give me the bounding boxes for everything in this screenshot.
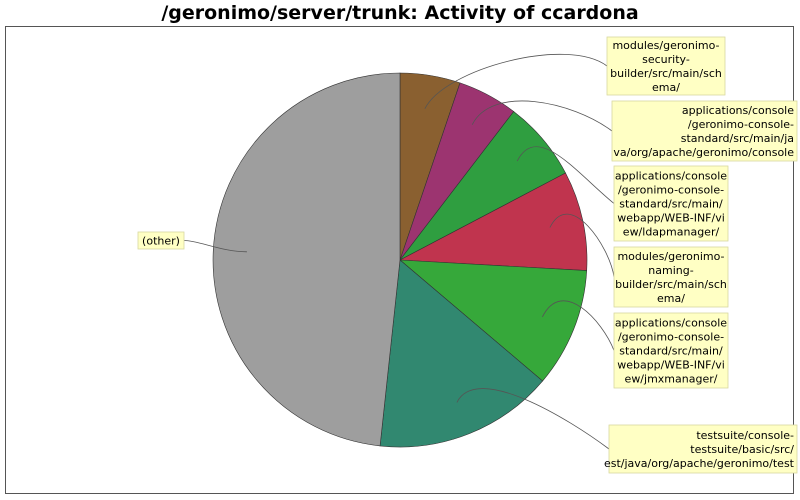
slice-label-line: /geronimo-console- [618,331,724,344]
leader-line-1 [424,53,608,109]
slice-label-line: modules/geronimo- [617,250,724,263]
slice-label-line: (other) [142,235,180,248]
slice-label-line: va/org/apache/geronimo/console [613,146,794,159]
leader-line-4 [549,213,615,278]
slice-label-7: (other) [137,231,185,250]
leader-line-7 [183,240,247,253]
slice-label-line: ew/jmxmanager/ [625,373,718,386]
slice-label-line: testsuite/basic/src/ [690,443,794,456]
slice-label-5: applications/console/geronimo-console-st… [613,312,729,389]
slice-label-line: ema/ [652,81,680,94]
slice-label-3: applications/console/geronimo-console-st… [613,165,729,242]
slice-label-line: naming- [648,264,693,277]
slice-label-line: applications/console [615,170,727,183]
plot-frame [5,26,794,494]
slice-label-line: modules/geronimo- [612,39,719,52]
leader-line-2 [471,100,613,132]
slice-label-1: modules/geronimo-security-builder/src/ma… [606,36,726,96]
slice-label-line: builder/src/main/sch [615,278,727,291]
slice-label-line: testsuite/console- [696,429,794,442]
leader-line-5 [542,300,615,351]
pie-slice-7 [212,72,401,447]
slice-label-line: standard/src/main/ [619,345,723,358]
slice-label-line: standard/src/main/ja [681,132,794,145]
pie-slice-4 [398,172,588,271]
pie-slice-5 [399,259,588,382]
leader-line-6 [456,388,610,450]
slice-label-line: applications/console [615,317,727,330]
slice-label-4: modules/geronimo-naming-builder/src/main… [613,246,729,308]
slice-label-line: ew/ldapmanager/ [623,226,720,239]
slice-label-line: webapp/WEB-INF/vi [617,359,725,372]
leader-line-3 [516,146,615,204]
pie-slice-6 [379,259,544,448]
slice-label-6: testsuite/console-testsuite/basic/src/es… [604,424,798,474]
slice-label-line: est/java/org/apache/geronimo/test [604,457,795,470]
chart-title: /geronimo/server/trunk: Activity of ccar… [161,2,639,24]
slice-label-line: webapp/WEB-INF/vi [617,212,725,225]
slice-label-line: ema/ [657,292,685,305]
slice-label-line: standard/src/main/ [619,198,723,211]
slice-label-2: applications/console/geronimo-console-st… [611,100,798,162]
slice-label-line: security- [642,53,690,66]
slice-label-line: /geronimo-console- [618,184,724,197]
slice-label-line: /geronimo-console- [688,118,794,131]
slice-label-line: applications/console [682,104,794,117]
slice-label-line: builder/src/main/sch [610,67,722,80]
